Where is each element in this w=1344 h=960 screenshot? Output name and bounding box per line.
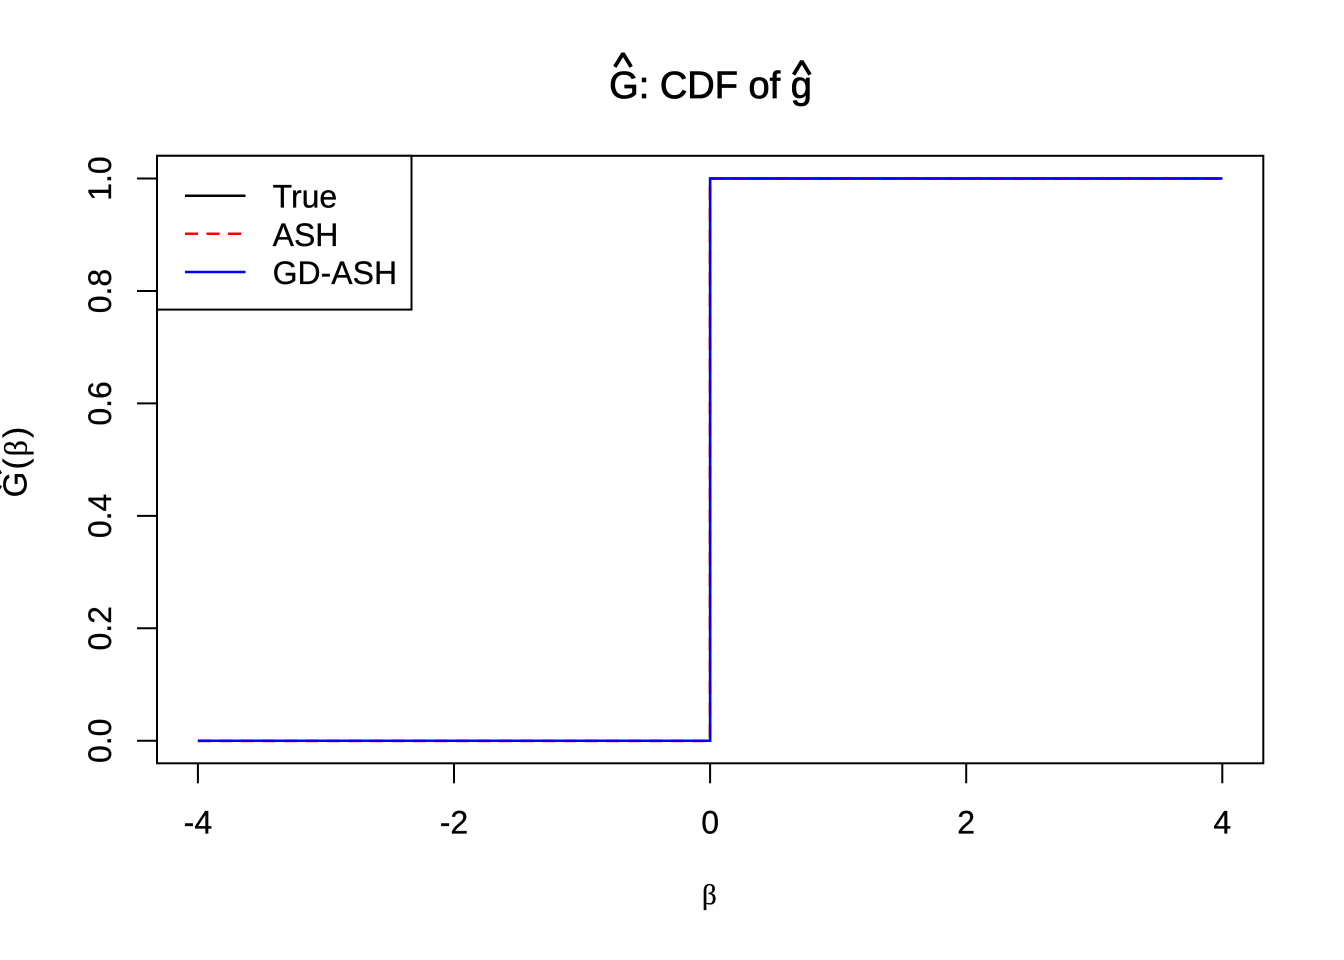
- svg-text:G: CDF of g: G: CDF of g: [609, 65, 812, 107]
- svg-text:β: β: [702, 879, 717, 911]
- svg-text:0.2: 0.2: [82, 606, 118, 650]
- svg-text:0.0: 0.0: [82, 719, 118, 763]
- svg-text:G(β): G(β): [0, 425, 34, 498]
- svg-text:0.8: 0.8: [82, 269, 118, 313]
- svg-text:0.4: 0.4: [82, 494, 118, 538]
- svg-text:-4: -4: [184, 805, 212, 841]
- svg-text:2: 2: [957, 805, 975, 841]
- svg-text:-2: -2: [440, 805, 468, 841]
- svg-text:0.6: 0.6: [82, 381, 118, 425]
- svg-text:1.0: 1.0: [82, 156, 118, 200]
- svg-text:ASH: ASH: [273, 217, 339, 253]
- svg-text:True: True: [273, 179, 338, 215]
- svg-text:0: 0: [701, 805, 719, 841]
- svg-text:GD-ASH: GD-ASH: [273, 255, 397, 291]
- svg-text:4: 4: [1213, 805, 1231, 841]
